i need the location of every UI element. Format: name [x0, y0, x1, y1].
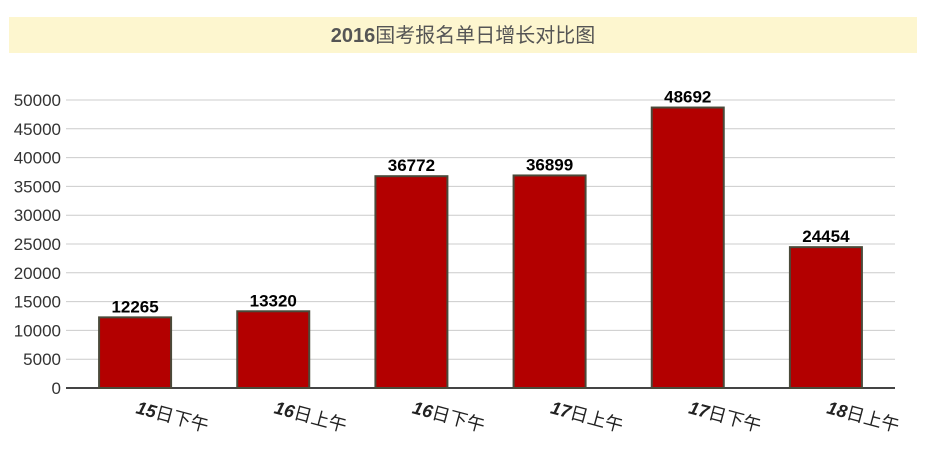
y-tick-label: 0: [52, 379, 61, 398]
bar: [374, 175, 449, 389]
y-tick-label: 35000: [14, 177, 61, 196]
data-label: 12265: [111, 297, 158, 316]
y-tick-label: 45000: [14, 120, 61, 139]
bar: [512, 174, 587, 389]
y-tick-label: 20000: [14, 264, 61, 283]
x-tick-label: 17日上午: [549, 398, 626, 436]
bar: [98, 316, 173, 390]
y-tick-label: 5000: [23, 350, 61, 369]
x-tick-label: 18日上午: [825, 398, 902, 436]
x-tick-label: 17日下午: [687, 398, 764, 436]
y-tick-label: 10000: [14, 321, 61, 340]
y-tick-label: 15000: [14, 293, 61, 312]
bar: [650, 106, 725, 389]
x-tick-label: 16日下午: [410, 398, 487, 436]
y-tick-label: 40000: [14, 149, 61, 168]
x-tick-suffix: 日下午: [153, 403, 210, 436]
x-tick-suffix: 日下午: [706, 403, 763, 436]
x-tick-suffix: 日上午: [844, 403, 901, 436]
bar: [788, 246, 863, 389]
y-tick-label: 30000: [14, 206, 61, 225]
y-tick-label: 25000: [14, 235, 61, 254]
data-label: 36899: [526, 155, 573, 174]
data-label: 24454: [802, 227, 850, 246]
title-background: [9, 17, 917, 53]
y-tick-label: 50000: [14, 91, 61, 110]
data-label: 48692: [664, 88, 711, 107]
data-label: 36772: [388, 156, 435, 175]
chart-title: 2016国考报名单日增长对比图: [331, 24, 596, 47]
x-tick-label: 15日下午: [134, 398, 211, 436]
x-tick-label: 16日上午: [272, 398, 349, 436]
x-tick-suffix: 日上午: [292, 403, 349, 436]
data-label: 13320: [250, 291, 297, 310]
x-tick-suffix: 日上午: [568, 403, 625, 436]
chart-title-year: 2016: [331, 25, 376, 47]
bar: [236, 310, 311, 389]
chart-title-text: 国考报名单日增长对比图: [375, 24, 595, 47]
x-tick-suffix: 日下午: [430, 403, 487, 436]
